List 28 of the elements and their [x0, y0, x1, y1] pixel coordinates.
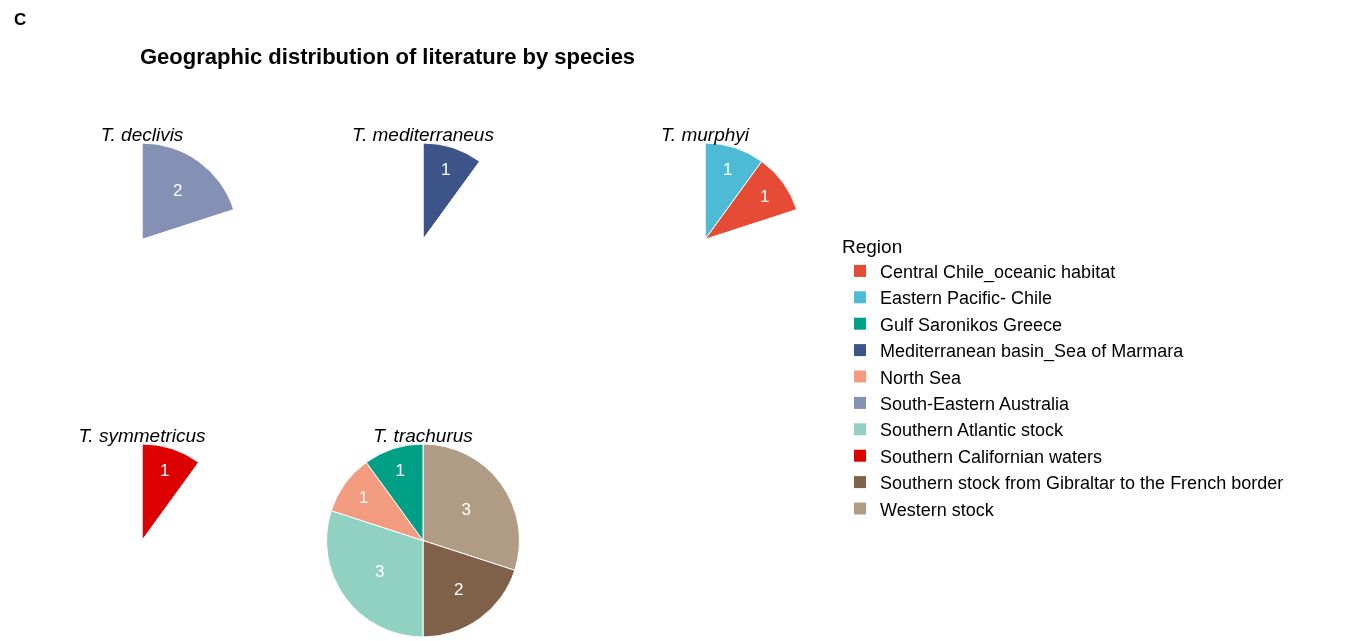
- data-label: 1: [358, 487, 369, 507]
- data-label: 2: [453, 580, 464, 600]
- data-label: 1: [441, 159, 451, 179]
- data-label: 1: [395, 460, 405, 480]
- data-label: 3: [461, 499, 471, 519]
- legend-label: Eastern Pacific- Chile: [880, 288, 1053, 309]
- legend-label: Gulf Saronikos Greece: [880, 314, 1063, 335]
- data-label: 1: [759, 186, 770, 206]
- chart-title: T. mediterraneus: [352, 124, 495, 145]
- legend-title: Region: [842, 235, 903, 257]
- chart-title: T. symmetricus: [78, 425, 207, 446]
- text: T. trachurus: [373, 425, 474, 446]
- text: C: [14, 10, 27, 29]
- legend-label: Southern stock from Gibraltar to the French border: [880, 473, 1284, 494]
- chart-title: T. declivis: [100, 124, 184, 145]
- legend-label: Mediterranean basin_Sea of Marmara: [880, 341, 1185, 363]
- data-label: 2: [172, 180, 183, 200]
- legend-label: South-Eastern Australia: [880, 393, 1071, 414]
- data-label: 1: [160, 460, 170, 480]
- data-label: 1: [723, 159, 733, 179]
- data-label: 3: [375, 562, 385, 582]
- legend-label: Western stock: [880, 499, 995, 520]
- legend-label: North Sea: [880, 367, 963, 388]
- legend-label: Southern Californian waters: [880, 446, 1103, 467]
- legend-label: Central Chile_oceanic habitat: [880, 261, 1116, 283]
- legend-label: Southern Atlantic stock: [880, 420, 1065, 441]
- chart-title: T. murphyi: [661, 124, 750, 145]
- text: Geographic distribution of literature by species: [140, 44, 636, 69]
